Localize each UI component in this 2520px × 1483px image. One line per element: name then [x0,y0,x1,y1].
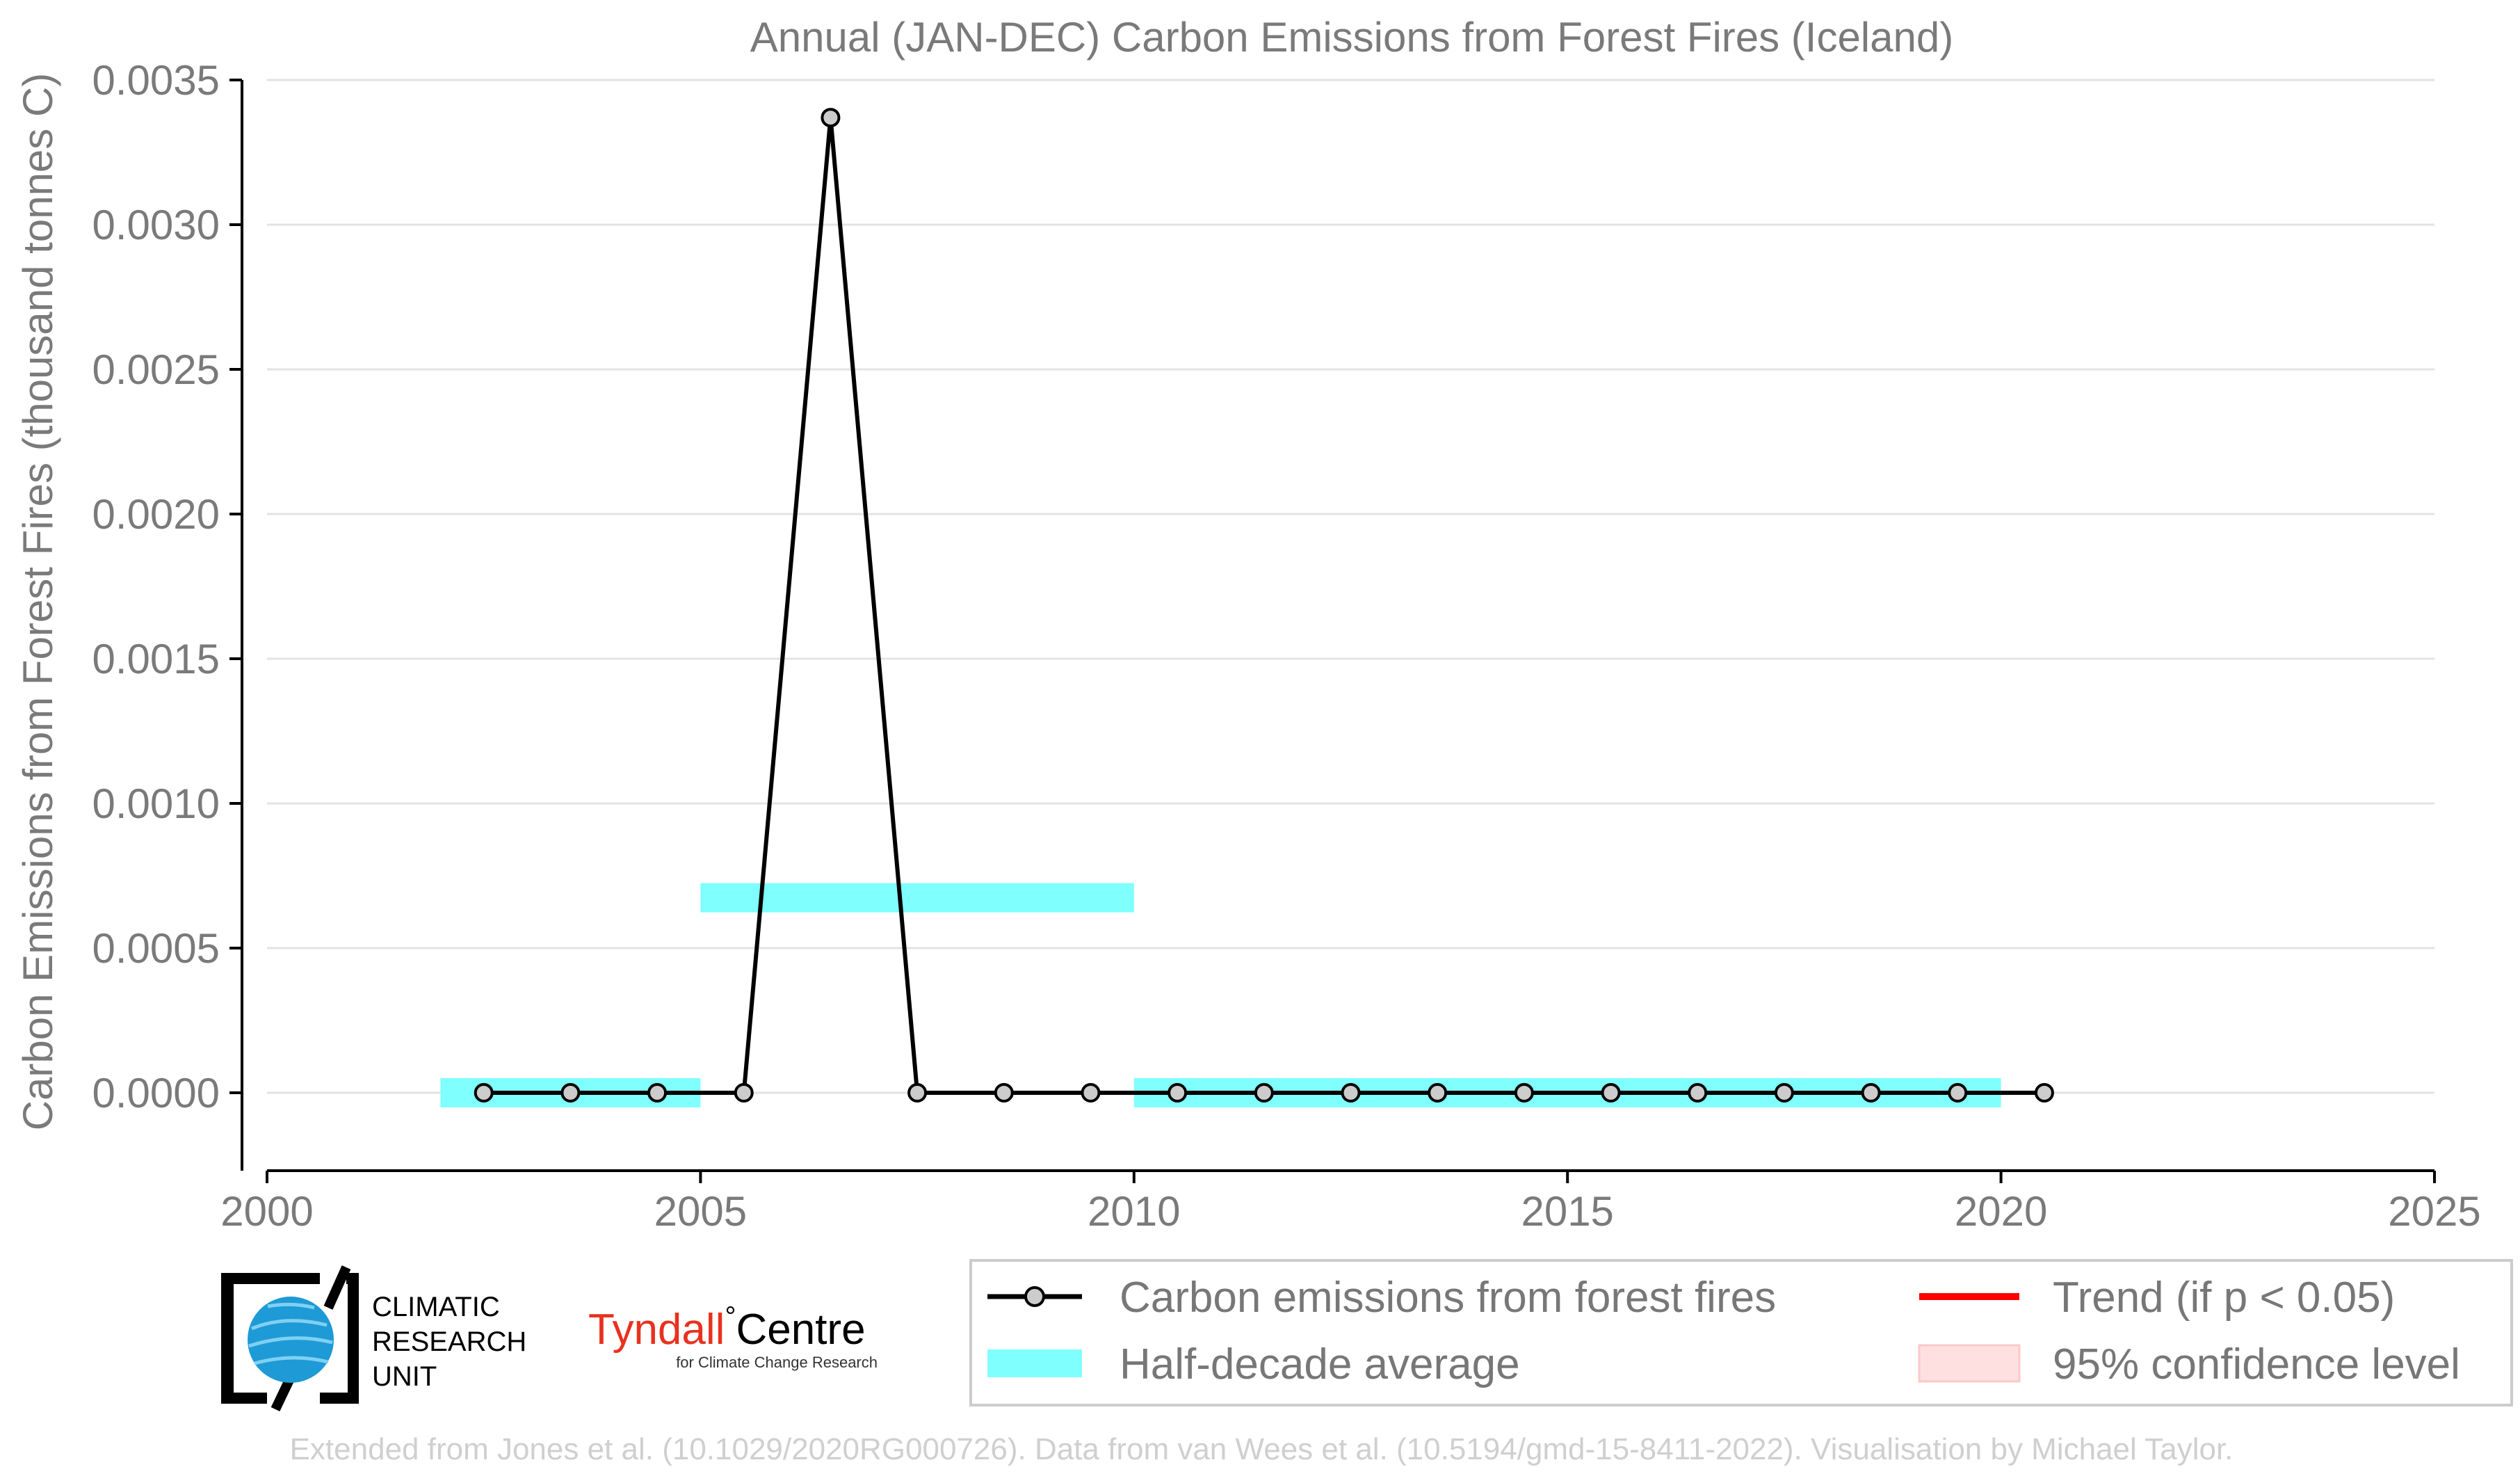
legend-label-trend: Trend (if p < 0.05) [2053,1274,2395,1322]
legend-box [969,1259,2513,1406]
legend-band-swatch-icon [987,1349,1082,1377]
legend-entry-trend: Trend (if p < 0.05) [1919,1274,2395,1322]
footer-credit: Extended from Jones et al. (10.1029/2020… [290,1432,2234,1466]
x-ticks: 2000 2005 2010 2015 2020 2025 [220,1171,2481,1235]
y-tick-label: 0.0035 [92,57,220,104]
legend-label-band: Half-decade average [1120,1340,1520,1388]
cru-line-1: CLIMATIC [372,1292,500,1322]
y-tick-label: 0.0015 [92,636,220,682]
y-tick-label: 0.0025 [92,346,220,393]
data-point [1081,1083,1101,1103]
x-tick-label: 2025 [2388,1188,2480,1235]
half-decade-bands [440,883,2001,1107]
y-ticks: 0.0000 0.0005 0.0010 0.0015 0.0020 0.0025 0.00… [92,57,242,1116]
legend-label-confidence: 95% confidence level [2053,1340,2460,1388]
legend-confidence-swatch-icon [1918,1344,2021,1383]
x-tick-label: 2020 [1955,1188,2047,1235]
data-point [647,1083,668,1103]
series-carbon-emissions [474,108,2054,1103]
y-tick-label: 0.0030 [92,202,220,248]
tyndall-word: Tyndall [588,1306,725,1354]
cru-line-2: RESEARCH [372,1326,526,1357]
data-point [821,108,841,128]
data-point [1514,1083,1534,1103]
y-tick-label: 0.0020 [92,491,220,538]
data-point [1341,1083,1361,1103]
y-tick-label: 0.0000 [92,1070,220,1116]
tyndall-centre-word: Centre [736,1306,865,1354]
data-point [907,1083,928,1103]
chart-title: Annual (JAN-DEC) Carbon Emissions from F… [750,14,1953,61]
tyndall-subtitle: for Climate Change Research [676,1354,878,1371]
series-line [483,117,2044,1095]
data-point [560,1083,581,1103]
y-tick-label: 0.0005 [92,925,220,972]
y-axis-label: Carbon Emissions from Forest Fires (thou… [15,73,61,1131]
data-point [1861,1083,1881,1103]
legend-label-series: Carbon emissions from forest fires [1120,1274,1776,1322]
legend-entry-series: Carbon emissions from forest fires [987,1274,1776,1322]
x-tick-label: 2000 [220,1188,313,1235]
data-point [2034,1083,2054,1103]
data-point [1254,1083,1274,1103]
y-tick-label: 0.0010 [92,780,220,827]
x-tick-label: 2010 [1088,1188,1180,1235]
legend: Carbon emissions from forest fires Trend… [969,1259,2513,1406]
data-point [1601,1083,1621,1103]
data-point [474,1083,494,1103]
cru-line-3: UNIT [372,1361,437,1392]
data-point [994,1083,1014,1103]
data-point [1774,1083,1794,1103]
cru-logo: CLIMATIC RESEARCH UNIT [221,1265,526,1412]
data-point [1688,1083,1708,1103]
legend-series-marker-icon [1024,1286,1045,1307]
legend-entry-confidence: 95% confidence level [1918,1340,2460,1388]
grid-lines [267,79,2434,1094]
legend-entry-band: Half-decade average [987,1340,1520,1388]
axes [241,80,2434,1172]
x-tick-label: 2015 [1521,1188,1613,1235]
half-decade-band [700,883,1134,913]
x-tick-label: 2005 [654,1188,747,1235]
data-point [1168,1083,1188,1103]
tyndall-degree: ° [725,1301,736,1332]
data-point [1428,1083,1448,1103]
svg-text:Tyndall°Centre: Tyndall°Centre [588,1301,866,1354]
data-point [1948,1083,1968,1103]
data-point [734,1083,754,1103]
tyndall-logo: Tyndall°Centre for Climate Change Resear… [588,1301,878,1371]
